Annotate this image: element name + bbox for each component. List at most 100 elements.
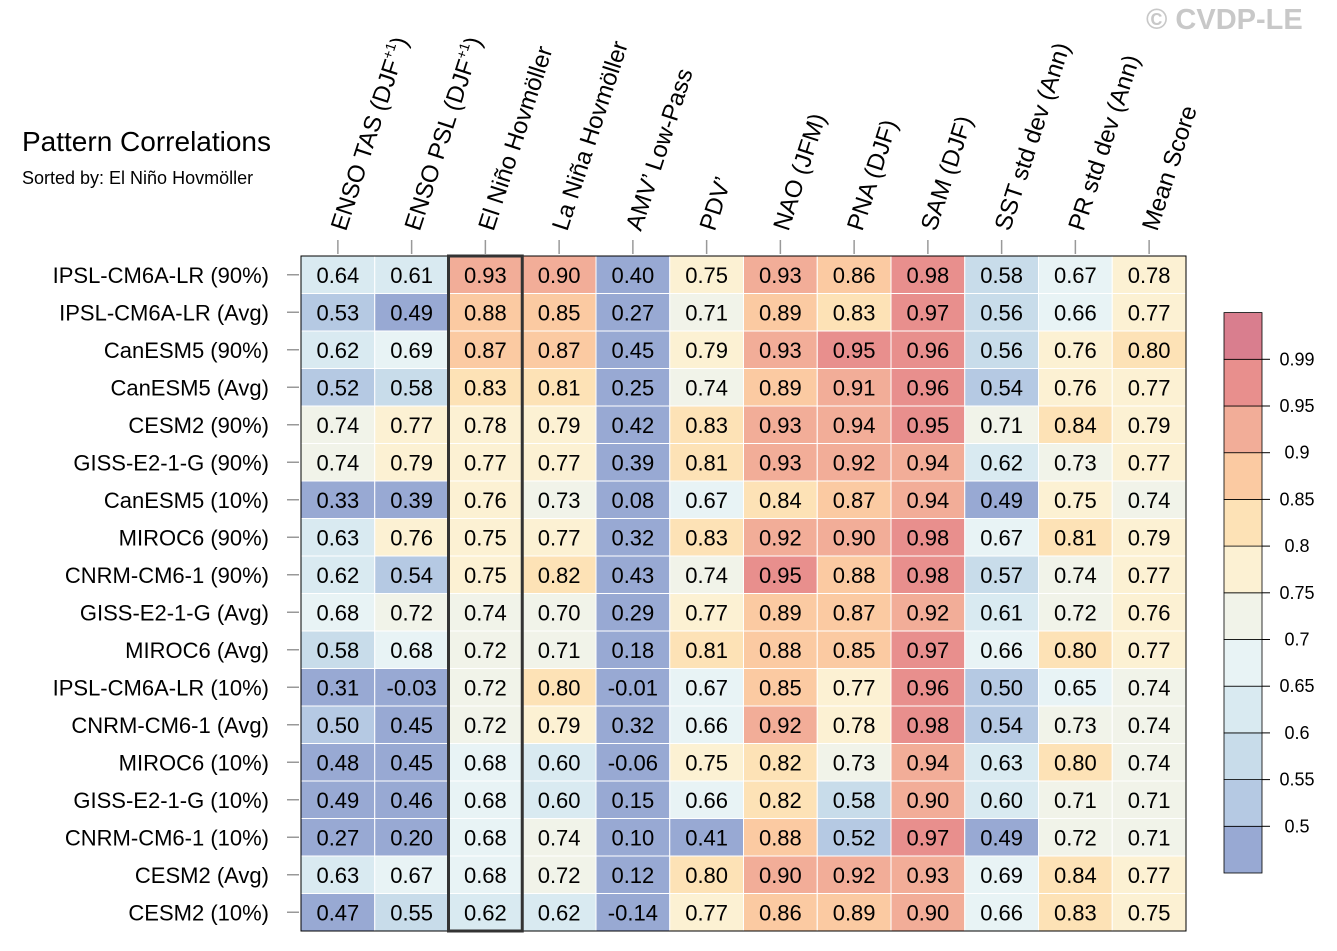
heatmap-cell — [1038, 743, 1113, 782]
cell-value: 0.80 — [1128, 338, 1171, 363]
heatmap-cell — [743, 293, 818, 332]
heatmap-cell — [448, 668, 523, 707]
cell-value: 0.90 — [759, 863, 802, 888]
heatmap-cell — [595, 705, 671, 744]
heatmap-cell — [1111, 330, 1187, 369]
cell-value: 0.71 — [538, 638, 581, 663]
cell-value: 0.69 — [980, 863, 1023, 888]
cell-value: 0.76 — [464, 488, 507, 513]
cell-value: 0.84 — [759, 488, 802, 513]
cell-value: 0.63 — [980, 750, 1023, 775]
cell-value: 0.80 — [538, 675, 581, 700]
cell-value: 0.92 — [759, 525, 802, 550]
heatmap-cell — [669, 555, 744, 594]
cell-value: 0.67 — [1054, 263, 1097, 288]
colorbar-label: 0.85 — [1279, 489, 1314, 509]
column-label-text: NAO (JFM) — [768, 110, 831, 234]
heatmap-cell — [1038, 855, 1113, 894]
cell-value: 0.47 — [316, 900, 359, 925]
heatmap-cell — [743, 743, 818, 782]
cell-value: 0.98 — [906, 713, 949, 738]
cell-value: 0.95 — [906, 413, 949, 438]
column-label-text: El Niño Hovmöller — [473, 43, 558, 234]
cell-value: 0.62 — [538, 900, 581, 925]
heatmap-cell — [1111, 893, 1187, 932]
heatmap-cell — [300, 705, 376, 744]
cell-value: 0.74 — [1054, 563, 1097, 588]
cell-value: 0.71 — [1128, 788, 1171, 813]
heatmap-cell — [1038, 818, 1113, 857]
heatmap-cell — [669, 668, 744, 707]
colorbar-label: 0.99 — [1279, 349, 1314, 369]
colorbar-segment — [1223, 498, 1263, 547]
heatmap-cell — [521, 593, 597, 632]
heatmap-cell — [1038, 555, 1113, 594]
cell-value: 0.93 — [464, 263, 507, 288]
cell-value: 0.80 — [1054, 750, 1097, 775]
heatmap-cell — [964, 743, 1039, 782]
cell-value: 0.86 — [833, 263, 876, 288]
heatmap-cell — [669, 480, 744, 519]
cell-value: 0.97 — [906, 825, 949, 850]
column-label: SST std dev (Ann) — [990, 39, 1076, 233]
cell-value: 0.74 — [538, 825, 581, 850]
heatmap-cell — [964, 368, 1039, 407]
cell-value: 0.87 — [538, 338, 581, 363]
heatmap-cell — [743, 368, 818, 407]
heatmap-cell — [816, 555, 892, 594]
row-label: GISS-E2-1-G (10%) — [73, 788, 269, 813]
cell-value: 0.81 — [685, 450, 728, 475]
chart-title: Pattern Correlations — [22, 126, 272, 157]
cell-value: 0.56 — [980, 338, 1023, 363]
column-label: ENSO TAS (DJF+1) — [324, 33, 414, 234]
heatmap-cell — [448, 743, 523, 782]
column-label-text: PNA (DJF) — [842, 116, 903, 233]
cell-value: 0.79 — [685, 338, 728, 363]
heatmap-cell — [890, 893, 966, 932]
cell-value: 0.77 — [685, 600, 728, 625]
cell-value: 0.45 — [390, 713, 433, 738]
cell-value: 0.84 — [1054, 863, 1097, 888]
heatmap-cell — [890, 705, 966, 744]
heatmap-cell — [595, 555, 671, 594]
cell-value: 0.77 — [538, 450, 581, 475]
heatmap-cell — [300, 330, 376, 369]
heatmap-cell — [595, 405, 671, 444]
row-label: MIROC6 (10%) — [119, 750, 269, 775]
heatmap-cell — [521, 555, 597, 594]
column-label: La Niña Hovmöller — [547, 38, 634, 234]
cell-value: 0.89 — [759, 300, 802, 325]
heatmap-cell — [595, 480, 671, 519]
colorbar-segment — [1223, 452, 1263, 500]
cell-value: 0.75 — [685, 750, 728, 775]
cell-value: 0.88 — [759, 638, 802, 663]
row-label: MIROC6 (Avg) — [125, 638, 269, 663]
cell-value: 0.98 — [906, 563, 949, 588]
cell-value: 0.77 — [1128, 450, 1171, 475]
heatmap-cell — [1038, 293, 1113, 332]
cell-value: 0.25 — [611, 375, 654, 400]
row-labels: IPSL-CM6A-LR (90%) IPSL-CM6A-LR (Avg) CanE… — [53, 263, 299, 925]
colorbar-segment — [1223, 312, 1263, 360]
heatmap-cell — [448, 855, 523, 894]
colorbar-segment — [1223, 639, 1263, 687]
heatmap-cell — [595, 368, 671, 407]
heatmap-cell — [374, 480, 449, 519]
column-label: El Niño Hovmöller — [473, 43, 558, 234]
column-label: SAM (DJF) — [916, 113, 978, 234]
cell-value: 0.86 — [759, 900, 802, 925]
cell-value: 0.73 — [538, 488, 581, 513]
heatmap-cell — [521, 518, 597, 557]
colorbar-label: 0.55 — [1279, 770, 1314, 790]
cell-value: 0.77 — [390, 413, 433, 438]
heatmap-cell — [1111, 855, 1187, 894]
cell-value: 0.73 — [1054, 713, 1097, 738]
colorbar-segment — [1223, 592, 1263, 640]
cell-value: 0.61 — [980, 600, 1023, 625]
heatmap-cell — [1038, 893, 1113, 932]
column-label: NAO (JFM) — [768, 110, 831, 234]
cell-value: 0.73 — [1054, 450, 1097, 475]
heatmap-cell — [964, 443, 1039, 482]
heatmap-cell — [890, 818, 966, 857]
